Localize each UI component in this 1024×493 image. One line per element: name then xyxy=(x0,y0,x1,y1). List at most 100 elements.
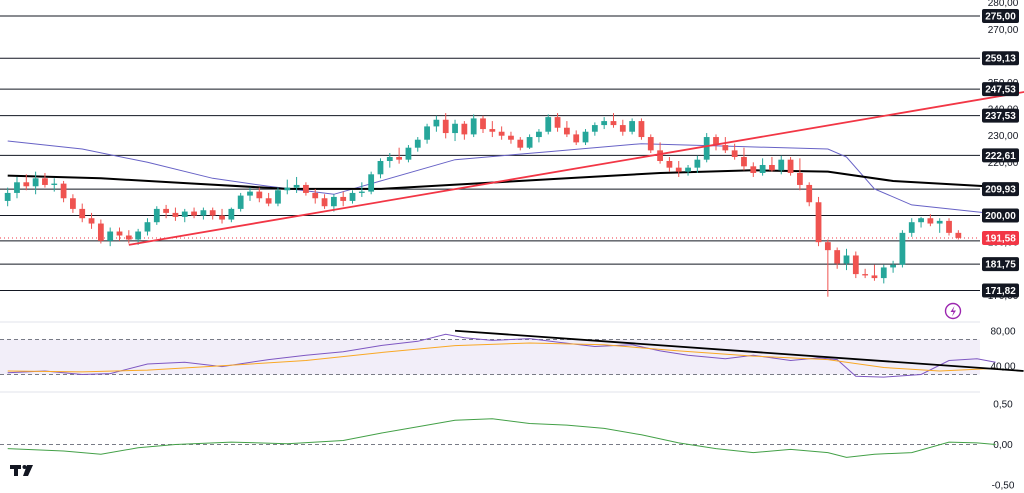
candle xyxy=(125,230,132,244)
candle xyxy=(769,157,775,172)
candle xyxy=(545,114,552,135)
histogram-tick-label: 0,00 xyxy=(993,440,1013,451)
candle xyxy=(340,191,347,207)
level-tag xyxy=(982,208,1019,223)
oscillator-line xyxy=(7,342,996,373)
histogram-tick-label: -0,50 xyxy=(992,480,1015,491)
last-price-label: 191,58 xyxy=(985,233,1016,244)
candle xyxy=(209,207,216,220)
candle xyxy=(275,187,281,207)
candle xyxy=(713,134,719,151)
candle xyxy=(908,218,915,237)
candle xyxy=(200,207,207,220)
candle xyxy=(163,204,169,219)
candle xyxy=(153,206,160,225)
histogram-tick-label: 0,50 xyxy=(993,400,1013,411)
candle xyxy=(573,130,580,146)
candle xyxy=(219,208,225,224)
candle xyxy=(526,134,533,150)
candle xyxy=(4,187,11,207)
tradingview-logo-icon[interactable] xyxy=(10,465,33,476)
candle xyxy=(899,230,906,268)
candle xyxy=(610,113,617,128)
candle xyxy=(582,129,589,146)
last-price-tag xyxy=(982,230,1019,245)
oscillator-trendline xyxy=(454,329,1024,372)
candle xyxy=(834,247,841,269)
moving-averages xyxy=(7,140,987,214)
candle xyxy=(144,218,151,236)
candle xyxy=(815,196,822,247)
candle xyxy=(60,180,67,203)
candle xyxy=(256,187,263,203)
candle xyxy=(759,158,766,176)
level-tag-label: 222,61 xyxy=(985,151,1016,162)
price-tick-label: 280,00 xyxy=(988,0,1019,9)
candle xyxy=(358,182,365,197)
candle xyxy=(685,164,691,176)
candle xyxy=(461,121,468,140)
candle xyxy=(107,227,114,247)
candle xyxy=(414,137,421,152)
level-tag-label: 200,00 xyxy=(985,211,1016,222)
price-tick-label: 230,00 xyxy=(988,131,1019,142)
candle xyxy=(806,182,813,207)
level-tag xyxy=(982,108,1019,123)
candles xyxy=(4,113,962,297)
candle xyxy=(51,178,58,192)
candle xyxy=(368,171,375,195)
candle xyxy=(14,176,20,199)
candle xyxy=(666,157,673,172)
candle xyxy=(619,119,626,136)
candle xyxy=(824,239,831,297)
level-tags: 275,00 259,13 247,53 237,53 222,61 209,93 200,… xyxy=(982,8,1019,298)
candle xyxy=(405,145,412,163)
candle xyxy=(396,147,403,164)
candle xyxy=(890,260,896,273)
level-tag xyxy=(982,148,1019,163)
candle xyxy=(498,126,505,140)
candle xyxy=(303,182,309,196)
candle xyxy=(787,157,794,176)
candle xyxy=(694,155,701,173)
candle xyxy=(293,176,300,193)
candle xyxy=(871,264,878,281)
lightning-bolt-icon xyxy=(950,306,956,317)
candle xyxy=(88,212,95,229)
candle xyxy=(852,251,859,279)
candle xyxy=(927,214,934,227)
candle xyxy=(750,162,757,177)
candle xyxy=(601,117,608,130)
level-tag-label: 237,53 xyxy=(985,111,1016,122)
candle xyxy=(741,147,747,171)
candle xyxy=(284,179,291,195)
candle xyxy=(191,207,197,219)
candle xyxy=(591,122,598,136)
candle xyxy=(312,188,319,204)
candle xyxy=(442,113,449,139)
candle xyxy=(32,171,39,195)
candle xyxy=(946,218,952,236)
level-tag xyxy=(982,51,1019,66)
candle xyxy=(722,137,729,154)
level-tag-label: 275,00 xyxy=(985,11,1016,22)
candle xyxy=(778,155,785,175)
candle xyxy=(181,208,188,223)
candle xyxy=(265,192,272,207)
level-tag-label: 171,82 xyxy=(985,286,1016,297)
price-tick-label: 270,00 xyxy=(988,25,1019,36)
candle xyxy=(517,137,524,151)
rising-trendline xyxy=(128,91,1024,246)
candle xyxy=(508,131,514,144)
candle xyxy=(703,133,710,163)
candle xyxy=(880,264,887,284)
candle xyxy=(843,248,850,271)
level-tag xyxy=(982,257,1019,272)
oscillator-line xyxy=(7,333,996,378)
candle xyxy=(918,216,924,228)
candle xyxy=(536,129,542,143)
candle xyxy=(563,121,570,138)
candle xyxy=(79,203,86,223)
histogram-panel: 0,50 0,00 -0,50 xyxy=(0,400,1015,491)
